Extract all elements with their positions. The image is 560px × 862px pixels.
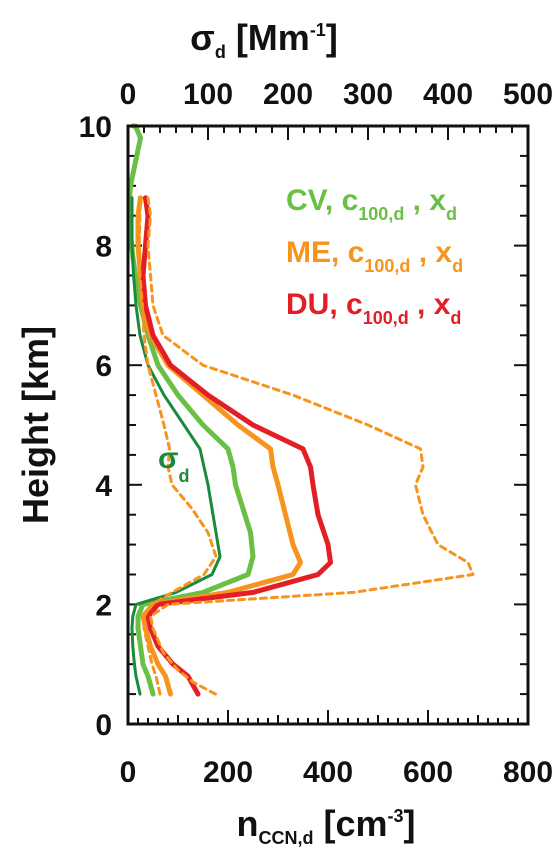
sigma-d-annotation: σd	[158, 442, 190, 486]
series-line-DU	[140, 195, 333, 697]
x2-tick-label: 500	[503, 78, 553, 111]
x-tick-label: 600	[403, 756, 453, 789]
legend: CV, c100,d , xd ME, c100,d , xd DU, c100,d…	[286, 184, 463, 328]
x-tick-label: 400	[303, 756, 353, 789]
y-tick-label: 4	[95, 470, 112, 503]
legend-entry: ME, c100,d , xd	[286, 236, 463, 276]
y-axis-title: Height [km]	[15, 326, 56, 524]
x2-tick-label: 200	[263, 78, 313, 111]
legend-entry: CV, c100,d , xd	[286, 184, 457, 224]
x2-axis-title: σd [Mm-1]	[190, 17, 338, 62]
tick-labels: 0 200 400 600 800 0 100 200 300 400 500 0 2 4 6 8 10	[79, 78, 553, 789]
series-line-CV	[127, 123, 256, 697]
x-tick-label: 800	[503, 756, 553, 789]
x2-tick-label: 100	[183, 78, 233, 111]
series-layer	[127, 123, 475, 697]
y-tick-label: 2	[95, 589, 112, 622]
x2-tick-label: 300	[343, 78, 393, 111]
x-tick-label: 200	[203, 756, 253, 789]
series-line-ME-dashed	[146, 196, 475, 696]
series-line-sigma-dashed	[137, 196, 218, 696]
plot-frame	[126, 124, 530, 726]
x2-tick-label: 400	[423, 78, 473, 111]
x2-tick-label: 0	[120, 78, 137, 111]
y-tick-label: 8	[95, 231, 112, 264]
x-tick-label: 0	[120, 756, 137, 789]
series-line-sigma	[130, 196, 222, 696]
legend-entry: DU, c100,d , xd	[286, 288, 461, 328]
y-tick-label: 10	[79, 111, 112, 144]
x-axis-title: nCCN,d [cm-3]	[236, 803, 415, 848]
y-tick-label: 0	[95, 709, 112, 742]
y-tick-label: 6	[95, 350, 112, 383]
